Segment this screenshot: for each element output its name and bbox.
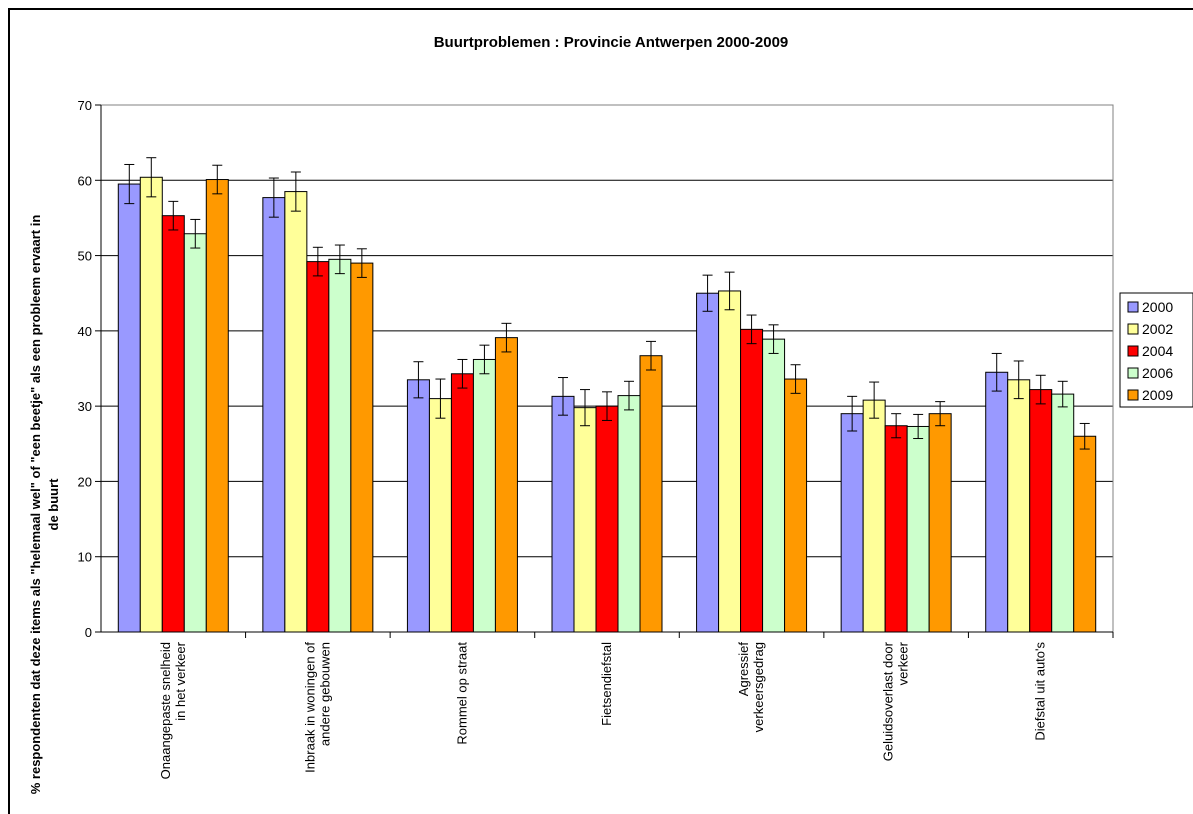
x-category-label-line: Geluidsoverlast door bbox=[881, 641, 896, 761]
bar-2000 bbox=[696, 292, 720, 633]
legend-swatch-2004 bbox=[1127, 345, 1139, 357]
x-category-label: Agressiefverkeersgedrag bbox=[736, 642, 766, 733]
x-category-label-line: Inbraak in woningen of bbox=[302, 642, 317, 773]
bar-2009 bbox=[928, 413, 952, 633]
bar-2009 bbox=[350, 262, 374, 633]
bar-2000 bbox=[117, 183, 141, 633]
bar-2002 bbox=[573, 407, 597, 633]
x-category-label-line: verkeersgedrag bbox=[751, 642, 766, 732]
x-category-label-line: Diefstal uit auto's bbox=[1033, 642, 1048, 741]
x-category-label-line: Onaangepaste snelheid bbox=[158, 642, 173, 779]
x-category-label-line: Fietsendiefstal bbox=[599, 642, 614, 726]
legend-label-2000: 2000 bbox=[1142, 299, 1173, 315]
bar-2000 bbox=[840, 413, 864, 633]
legend-swatch-2009 bbox=[1127, 389, 1139, 401]
legend-label-2006: 2006 bbox=[1142, 365, 1173, 381]
bar-2006 bbox=[617, 395, 641, 633]
bars bbox=[117, 157, 1097, 633]
x-category-label: Diefstal uit auto's bbox=[1033, 642, 1048, 741]
legend: 2000 2002 2004 2006 2009 bbox=[1119, 292, 1193, 408]
y-tick-label: 0 bbox=[85, 625, 92, 640]
y-axis-label-text: % respondenten dat deze items als "helem… bbox=[28, 215, 61, 795]
bar-2000 bbox=[551, 395, 575, 633]
x-category-label-line: Agressief bbox=[736, 642, 751, 697]
bar-2000 bbox=[262, 197, 286, 633]
x-category-label-line: andere gebouwen bbox=[317, 642, 332, 746]
x-category-label: Rommel op straat bbox=[454, 642, 469, 745]
bar-2002 bbox=[428, 398, 452, 633]
bar-2004 bbox=[884, 425, 908, 633]
y-axis-label: % respondenten dat deze items als "helem… bbox=[28, 215, 61, 795]
legend-swatch-2006 bbox=[1127, 367, 1139, 379]
y-ticks: 0 10 20 30 40 50 60 70 bbox=[78, 98, 101, 640]
y-tick-label: 40 bbox=[78, 324, 92, 339]
bar-2002 bbox=[718, 290, 742, 633]
y-tick-label: 30 bbox=[78, 399, 92, 414]
x-category-label-line: in het verkeer bbox=[173, 641, 188, 720]
bar-2004 bbox=[450, 373, 474, 633]
legend-label-2004: 2004 bbox=[1142, 343, 1173, 359]
bar-2000 bbox=[985, 371, 1009, 633]
bar-2004 bbox=[306, 261, 330, 633]
y-tick-label: 20 bbox=[78, 474, 92, 489]
axes bbox=[100, 104, 1114, 638]
bar-2002 bbox=[284, 191, 308, 633]
chart-title: Buurtproblemen : Provincie Antwerpen 200… bbox=[434, 34, 789, 51]
bar-2006 bbox=[762, 338, 786, 633]
x-category-label: Inbraak in woningen ofandere gebouwen bbox=[302, 642, 332, 773]
x-categories: Onaangepaste snelheidin het verkeer Inbra… bbox=[158, 641, 1048, 779]
bar-2006 bbox=[1051, 393, 1075, 633]
legend-swatch-2002 bbox=[1127, 323, 1139, 335]
x-category-label: Fietsendiefstal bbox=[599, 642, 614, 726]
x-category-label: Geluidsoverlast doorverkeer bbox=[881, 641, 911, 761]
x-category-label: Onaangepaste snelheidin het verkeer bbox=[158, 641, 188, 779]
bar-2009 bbox=[1073, 435, 1097, 633]
bar-2006 bbox=[183, 233, 207, 633]
bar-2004 bbox=[161, 215, 185, 633]
bar-2002 bbox=[139, 176, 163, 633]
legend-label-2002: 2002 bbox=[1142, 321, 1173, 337]
bar-2009 bbox=[205, 179, 229, 633]
y-axis-label-line: % respondenten dat deze items als "helem… bbox=[28, 215, 43, 795]
y-tick-label: 70 bbox=[78, 98, 92, 113]
bar-2000 bbox=[406, 379, 430, 633]
x-category-label-line: Rommel op straat bbox=[454, 642, 469, 745]
bar-2009 bbox=[494, 337, 518, 633]
bar-2002 bbox=[1007, 379, 1031, 633]
y-axis-label-line: de buurt bbox=[46, 478, 61, 531]
bar-2006 bbox=[328, 258, 352, 633]
legend-swatch-2000 bbox=[1127, 301, 1139, 313]
bar-2004 bbox=[1029, 389, 1053, 633]
bar-2004 bbox=[740, 328, 764, 633]
y-tick-label: 60 bbox=[78, 173, 92, 188]
legend-label-2009: 2009 bbox=[1142, 387, 1173, 403]
bar-2009 bbox=[784, 378, 808, 633]
bar-2006 bbox=[472, 358, 496, 633]
bar-2006 bbox=[906, 425, 930, 633]
bar-2002 bbox=[862, 399, 886, 633]
x-category-label-line: verkeer bbox=[896, 641, 911, 685]
y-tick-label: 10 bbox=[78, 550, 92, 565]
y-tick-label: 50 bbox=[78, 249, 92, 264]
bar-2009 bbox=[639, 355, 663, 633]
bar-2004 bbox=[595, 405, 619, 633]
